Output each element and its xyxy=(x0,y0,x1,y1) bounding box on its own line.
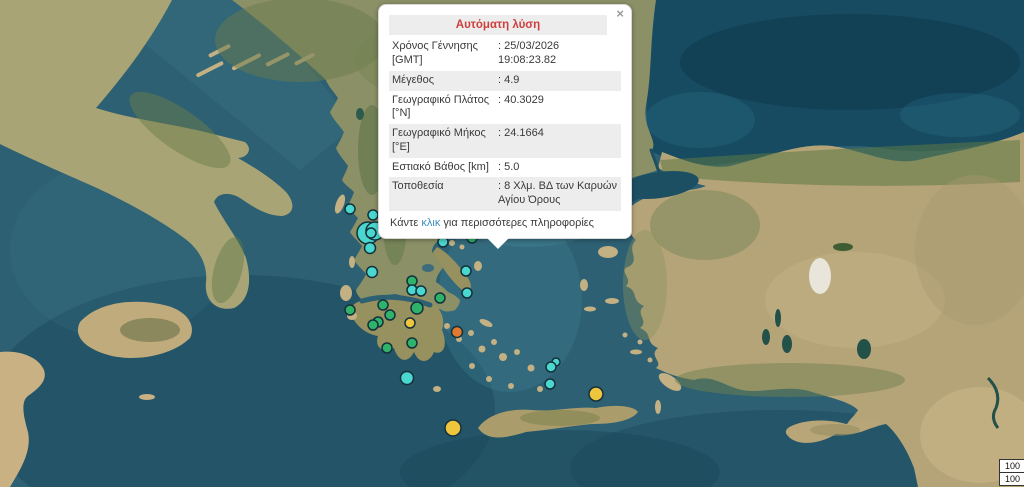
detail-label: Τοποθεσία xyxy=(389,177,495,211)
earthquake-marker[interactable] xyxy=(434,292,446,304)
land-italy xyxy=(0,0,293,309)
more-info-link[interactable]: κλικ xyxy=(421,216,441,229)
earthquake-popup: × Αυτόματη λύση Χρόνος Γέννησης [GMT] : 2… xyxy=(378,4,632,249)
earthquake-marker[interactable] xyxy=(363,241,377,255)
detail-label: Γεωγραφικό Πλάτος [°N] xyxy=(392,93,490,120)
earthquake-marker[interactable] xyxy=(588,386,604,402)
earthquake-marker[interactable] xyxy=(460,265,472,277)
earthquake-marker[interactable] xyxy=(444,419,462,437)
detail-row: Γεωγραφικό Πλάτος [°N] : 40.3029 xyxy=(389,91,621,125)
detail-label: Μέγεθος xyxy=(389,70,495,91)
earthquake-marker[interactable] xyxy=(450,325,464,339)
detail-value: : 24.1664 xyxy=(495,124,621,158)
footer-text-prefix: Κάντε xyxy=(390,216,422,229)
detail-value: : 5.0 xyxy=(498,160,520,173)
earthquake-marker[interactable] xyxy=(381,342,393,354)
detail-row: Μέγεθος: 4.9 xyxy=(389,70,621,91)
earthquake-marker[interactable] xyxy=(544,378,556,390)
earthquake-marker[interactable] xyxy=(406,337,418,349)
earthquake-marker[interactable] xyxy=(461,287,473,299)
land-tunisia xyxy=(0,351,45,487)
detail-label: Χρόνος Γέννησης [GMT] xyxy=(392,40,478,67)
earthquake-marker[interactable] xyxy=(410,301,424,315)
water-details-layer xyxy=(356,108,1000,429)
earthquake-marker[interactable] xyxy=(545,361,557,373)
detail-value: : 40.3029 xyxy=(498,93,544,106)
detail-label: Εστιακό Βάθος [km] xyxy=(392,160,489,173)
earthquake-marker[interactable] xyxy=(415,285,427,297)
earthquake-marker[interactable] xyxy=(377,299,389,311)
detail-value: : 8 Χλμ. ΒΔ των Καρυών Αγίου Όρους xyxy=(495,177,621,211)
earthquake-marker[interactable] xyxy=(344,203,356,215)
popup-title: Αυτόματη λύση xyxy=(389,15,607,36)
scale-box-bottom: 100 xyxy=(999,472,1024,486)
map-scale-bar: 100 100 xyxy=(999,459,1024,486)
earthquake-marker[interactable] xyxy=(367,319,379,331)
detail-value: : 25/03/2026 19:08:23.82 xyxy=(498,40,560,67)
earthquake-details-table: Χρόνος Γέννησης [GMT] : 25/03/2026 19:08:… xyxy=(389,37,621,211)
scale-box-top: 100 xyxy=(999,459,1024,473)
popup-callout-tail xyxy=(487,237,509,249)
popup-footer: Κάντε κλικ για περισσότερες πληροφορίες xyxy=(389,215,621,231)
detail-row: Χρόνος Γέννησης [GMT] : 25/03/2026 19:08:… xyxy=(389,37,621,71)
land-euboea xyxy=(433,247,471,292)
detail-row: Γεωγραφικό Μήκος [°E]: 24.1664 xyxy=(389,124,621,158)
earthquake-marker[interactable] xyxy=(365,265,379,279)
close-icon[interactable]: × xyxy=(616,6,624,21)
detail-row: Εστιακό Βάθος [km] : 5.0 xyxy=(389,158,621,178)
terrain-layer xyxy=(120,0,1024,483)
detail-value: : 4.9 xyxy=(495,70,621,91)
earthquake-marker[interactable] xyxy=(365,227,377,239)
detail-row: Τοποθεσία: 8 Χλμ. ΒΔ των Καρυών Αγίου Όρ… xyxy=(389,177,621,211)
earthquake-marker[interactable] xyxy=(344,304,356,316)
earthquake-marker[interactable] xyxy=(367,209,379,221)
detail-label: Γεωγραφικό Μήκος [°E] xyxy=(389,124,495,158)
earthquake-marker[interactable] xyxy=(399,370,415,386)
earthquake-marker[interactable] xyxy=(384,309,396,321)
footer-text-suffix: για περισσότερες πληροφορίες xyxy=(440,216,594,229)
earthquake-marker[interactable] xyxy=(404,317,416,329)
